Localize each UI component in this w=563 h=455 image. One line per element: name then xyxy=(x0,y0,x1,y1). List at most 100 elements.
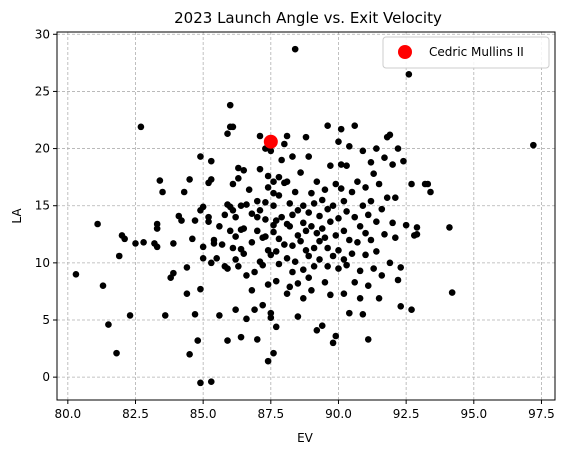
data-point xyxy=(253,197,261,205)
data-point xyxy=(253,227,261,235)
data-point xyxy=(294,206,302,214)
y-axis-title: LA xyxy=(10,208,24,224)
data-point xyxy=(289,242,296,250)
data-point xyxy=(199,203,207,211)
data-point xyxy=(207,259,215,267)
x-axis-ticks: 80.0 82.5 85.0 87.5 90.0 92.5 95.0 97.5 xyxy=(54,400,555,421)
data-point xyxy=(359,202,367,210)
data-point xyxy=(205,213,212,221)
data-point xyxy=(278,213,285,221)
data-point xyxy=(316,256,323,263)
data-point xyxy=(267,314,275,322)
data-point xyxy=(362,184,369,191)
data-point xyxy=(253,336,261,343)
data-point xyxy=(286,283,294,291)
data-point xyxy=(275,173,283,181)
data-point xyxy=(348,188,356,196)
data-point xyxy=(313,178,321,186)
data-point xyxy=(243,272,250,279)
data-point xyxy=(243,315,250,323)
data-point xyxy=(262,216,269,223)
x-tick-label: 97.5 xyxy=(528,407,555,421)
data-point xyxy=(115,252,123,260)
data-point xyxy=(305,252,313,260)
data-point xyxy=(153,243,161,251)
data-point xyxy=(99,282,107,290)
data-point xyxy=(402,221,410,229)
data-point xyxy=(232,233,239,240)
data-point xyxy=(383,194,391,202)
data-point xyxy=(329,339,337,347)
data-point xyxy=(305,209,313,216)
data-point xyxy=(197,379,204,387)
data-point xyxy=(221,211,229,219)
data-point xyxy=(343,208,350,215)
data-point xyxy=(229,123,237,131)
data-point xyxy=(205,218,212,226)
y-tick-label: 30 xyxy=(35,27,50,41)
data-point xyxy=(270,349,277,357)
data-point xyxy=(170,269,177,277)
data-point xyxy=(159,188,166,196)
data-point xyxy=(321,278,329,286)
data-point xyxy=(216,222,223,230)
data-point xyxy=(232,256,239,263)
data-point xyxy=(340,256,348,263)
legend-marker xyxy=(398,45,412,59)
data-point xyxy=(183,264,191,271)
data-point xyxy=(313,326,321,334)
highlight-point xyxy=(263,134,278,149)
data-point xyxy=(270,189,277,197)
data-point xyxy=(356,222,364,230)
data-point xyxy=(308,286,315,294)
data-point xyxy=(286,200,294,207)
data-point xyxy=(237,333,245,341)
data-point xyxy=(373,145,380,152)
x-tick-label: 85.0 xyxy=(190,407,217,421)
data-point xyxy=(270,202,277,210)
data-point xyxy=(191,217,199,224)
data-point xyxy=(253,213,261,221)
data-point xyxy=(340,197,348,205)
data-point xyxy=(243,201,250,208)
data-point xyxy=(364,211,372,219)
chart-title: 2023 Launch Angle vs. Exit Velocity xyxy=(174,9,442,27)
data-point xyxy=(389,219,396,227)
data-point xyxy=(318,225,326,232)
data-point xyxy=(226,227,234,235)
data-point xyxy=(389,161,396,168)
data-point xyxy=(316,237,323,245)
data-point xyxy=(259,301,266,309)
data-point xyxy=(186,350,193,358)
data-point xyxy=(237,202,245,210)
data-point xyxy=(346,236,353,244)
data-point xyxy=(248,238,256,246)
data-point xyxy=(405,70,413,78)
data-point xyxy=(397,264,405,271)
x-tick-label: 80.0 xyxy=(54,407,81,421)
data-point xyxy=(354,238,361,246)
data-point xyxy=(446,224,453,231)
data-point xyxy=(240,250,248,258)
data-point xyxy=(213,254,220,262)
y-tick-label: 10 xyxy=(35,256,50,270)
data-point xyxy=(364,336,372,343)
data-point xyxy=(340,227,348,235)
data-point xyxy=(170,240,177,247)
data-point xyxy=(218,241,226,248)
data-point xyxy=(153,220,161,228)
data-point xyxy=(343,162,350,170)
data-point xyxy=(281,241,288,248)
data-point xyxy=(332,332,340,340)
data-point xyxy=(305,274,313,282)
x-tick-label: 90.0 xyxy=(325,407,352,421)
data-point xyxy=(245,186,253,194)
data-point xyxy=(351,278,359,286)
data-point xyxy=(343,261,350,269)
y-tick-label: 20 xyxy=(35,142,50,156)
data-point xyxy=(264,357,272,365)
data-point xyxy=(373,248,380,255)
data-point xyxy=(299,266,307,274)
data-point xyxy=(248,210,256,218)
data-point xyxy=(248,286,256,294)
